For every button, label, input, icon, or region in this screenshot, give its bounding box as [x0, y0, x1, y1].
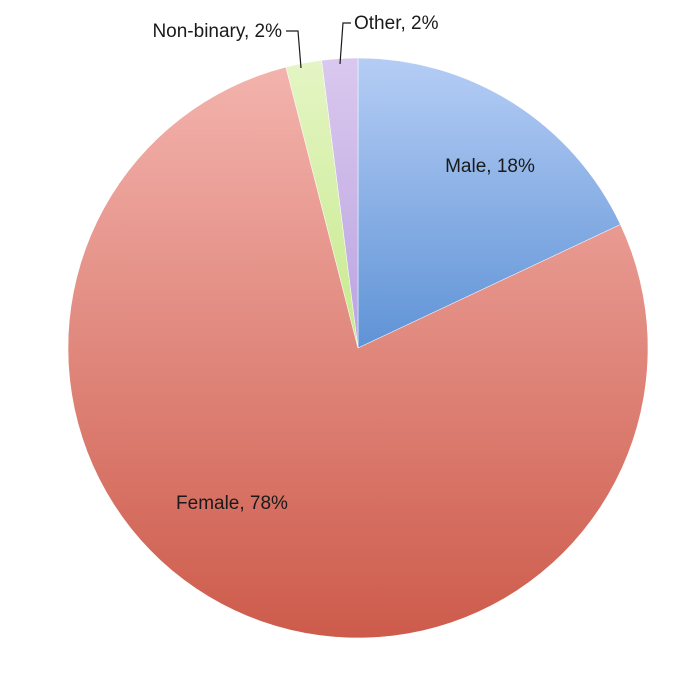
labels-layer: Male, 18% Female, 78% Non-binary, 2% Other,… — [152, 13, 535, 514]
slice-label-female: Female, 78% — [176, 493, 288, 514]
leader-line-other — [339, 22, 351, 65]
pie-slice-other — [321, 57, 359, 349]
slice-label-male: Male, 18% — [445, 156, 535, 177]
leaders-layer — [286, 22, 351, 69]
slice-label-nonbinary: Non-binary, 2% — [152, 21, 282, 42]
slice-label-other: Other, 2% — [354, 13, 439, 34]
pie-slice-female — [67, 66, 649, 639]
leader-line-nonbinary — [286, 30, 302, 69]
slices-layer — [67, 57, 649, 639]
pie-slice-male — [357, 57, 621, 349]
